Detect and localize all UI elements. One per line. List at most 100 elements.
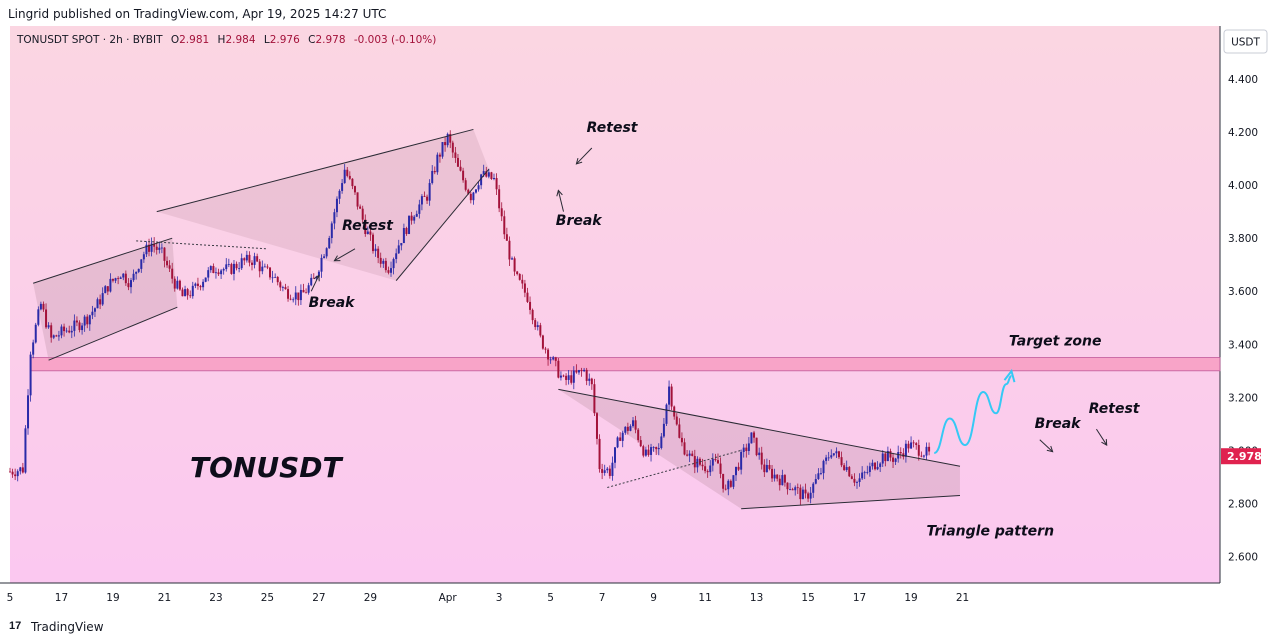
candle <box>379 252 382 268</box>
candle <box>37 306 40 327</box>
candle <box>904 440 907 463</box>
currency-button[interactable]: USDT <box>1223 29 1268 54</box>
candle <box>390 261 393 277</box>
annotation-label: Break <box>309 295 357 311</box>
candle <box>158 241 161 254</box>
candle <box>799 484 802 506</box>
candle <box>81 322 84 335</box>
dotted-line-2[interactable] <box>607 449 742 488</box>
channel-lower-line[interactable] <box>48 306 178 361</box>
candle <box>287 285 290 302</box>
candle <box>137 268 140 274</box>
candle <box>39 301 42 311</box>
candle <box>462 167 465 183</box>
candle <box>490 171 493 180</box>
x-tick-label: 9 <box>650 592 657 604</box>
candle <box>647 444 650 457</box>
dotted-line-1[interactable] <box>136 240 268 250</box>
candle <box>130 277 132 294</box>
candle <box>760 446 763 470</box>
candle <box>665 403 668 427</box>
candle <box>670 383 673 411</box>
candle <box>438 152 441 163</box>
candle <box>310 273 313 287</box>
candle <box>50 322 53 343</box>
candle <box>351 178 354 190</box>
candle <box>724 484 727 491</box>
price-chart[interactable]: Retest Break Retest Break Target zone Break Re… <box>0 26 1280 610</box>
candle <box>899 447 902 459</box>
candle <box>531 308 534 325</box>
candle <box>299 284 302 306</box>
candle <box>830 449 833 460</box>
annotation-arrow-icon <box>1096 428 1108 446</box>
candle <box>706 469 709 478</box>
candle <box>335 196 338 218</box>
time-axis[interactable]: 5 17 19 21 23 25 27 29 Apr 3 5 7 9 11 13 15 17 19 21 <box>7 592 970 604</box>
candle <box>747 437 750 455</box>
legend-high: 2.984 <box>225 34 255 46</box>
candle <box>783 474 786 487</box>
overlay-layer: Retest Break Retest Break Target zone Break Re… <box>33 120 1141 539</box>
candle <box>585 367 588 386</box>
candle <box>392 257 395 275</box>
candle <box>861 466 864 481</box>
candle <box>915 442 918 450</box>
candle <box>240 253 243 271</box>
candle <box>637 428 640 443</box>
candle <box>732 475 735 490</box>
y-tick-label: 2.800 <box>1228 498 1258 510</box>
candle <box>474 188 477 194</box>
candle <box>171 262 174 284</box>
candle <box>567 369 570 385</box>
annotation-arrow-icon <box>1039 439 1054 453</box>
projection-path[interactable] <box>933 375 1012 455</box>
candle <box>119 276 122 279</box>
wedge-lower-line[interactable] <box>395 168 490 281</box>
candle <box>212 263 215 274</box>
candle <box>78 320 81 333</box>
candle <box>469 192 472 204</box>
triangle-lower-line[interactable] <box>741 494 961 510</box>
candle <box>848 466 851 478</box>
x-tick-label: 17 <box>853 592 866 604</box>
candle <box>209 265 212 273</box>
candle <box>644 446 647 457</box>
candle <box>14 468 17 481</box>
candle <box>794 485 797 496</box>
candle <box>266 264 269 270</box>
annotation-arrow-icon <box>333 248 356 262</box>
price-axis[interactable]: 2.6002.8003.0003.2003.4003.6003.8004.000… <box>1221 74 1262 563</box>
candle <box>595 411 598 445</box>
candle <box>791 487 794 491</box>
candle <box>845 460 848 472</box>
candle <box>214 267 217 279</box>
candle <box>773 468 776 482</box>
candle <box>765 458 768 473</box>
candle <box>807 491 810 503</box>
candle <box>526 287 529 303</box>
candle <box>369 226 372 241</box>
candle <box>245 250 248 263</box>
candle <box>178 279 181 291</box>
candle <box>45 303 48 329</box>
x-tick-label: 19 <box>904 592 917 604</box>
candle <box>27 389 30 435</box>
target-zone[interactable] <box>30 357 1221 372</box>
candle <box>704 461 707 474</box>
wedge-upper-line[interactable] <box>156 128 474 213</box>
candle <box>114 277 117 284</box>
candle <box>281 285 284 292</box>
candle <box>75 316 78 327</box>
triangle-upper-line[interactable] <box>558 388 961 467</box>
candle <box>88 314 91 331</box>
candle <box>207 267 210 282</box>
candle <box>248 251 251 267</box>
candle <box>372 232 374 254</box>
candle <box>668 380 671 412</box>
chart-area[interactable]: Retest Break Retest Break Target zone Break Re… <box>0 26 1280 610</box>
channel-upper-line[interactable] <box>33 237 173 284</box>
x-tick-label: 25 <box>261 592 274 604</box>
candle <box>850 474 853 480</box>
candle <box>9 467 11 473</box>
